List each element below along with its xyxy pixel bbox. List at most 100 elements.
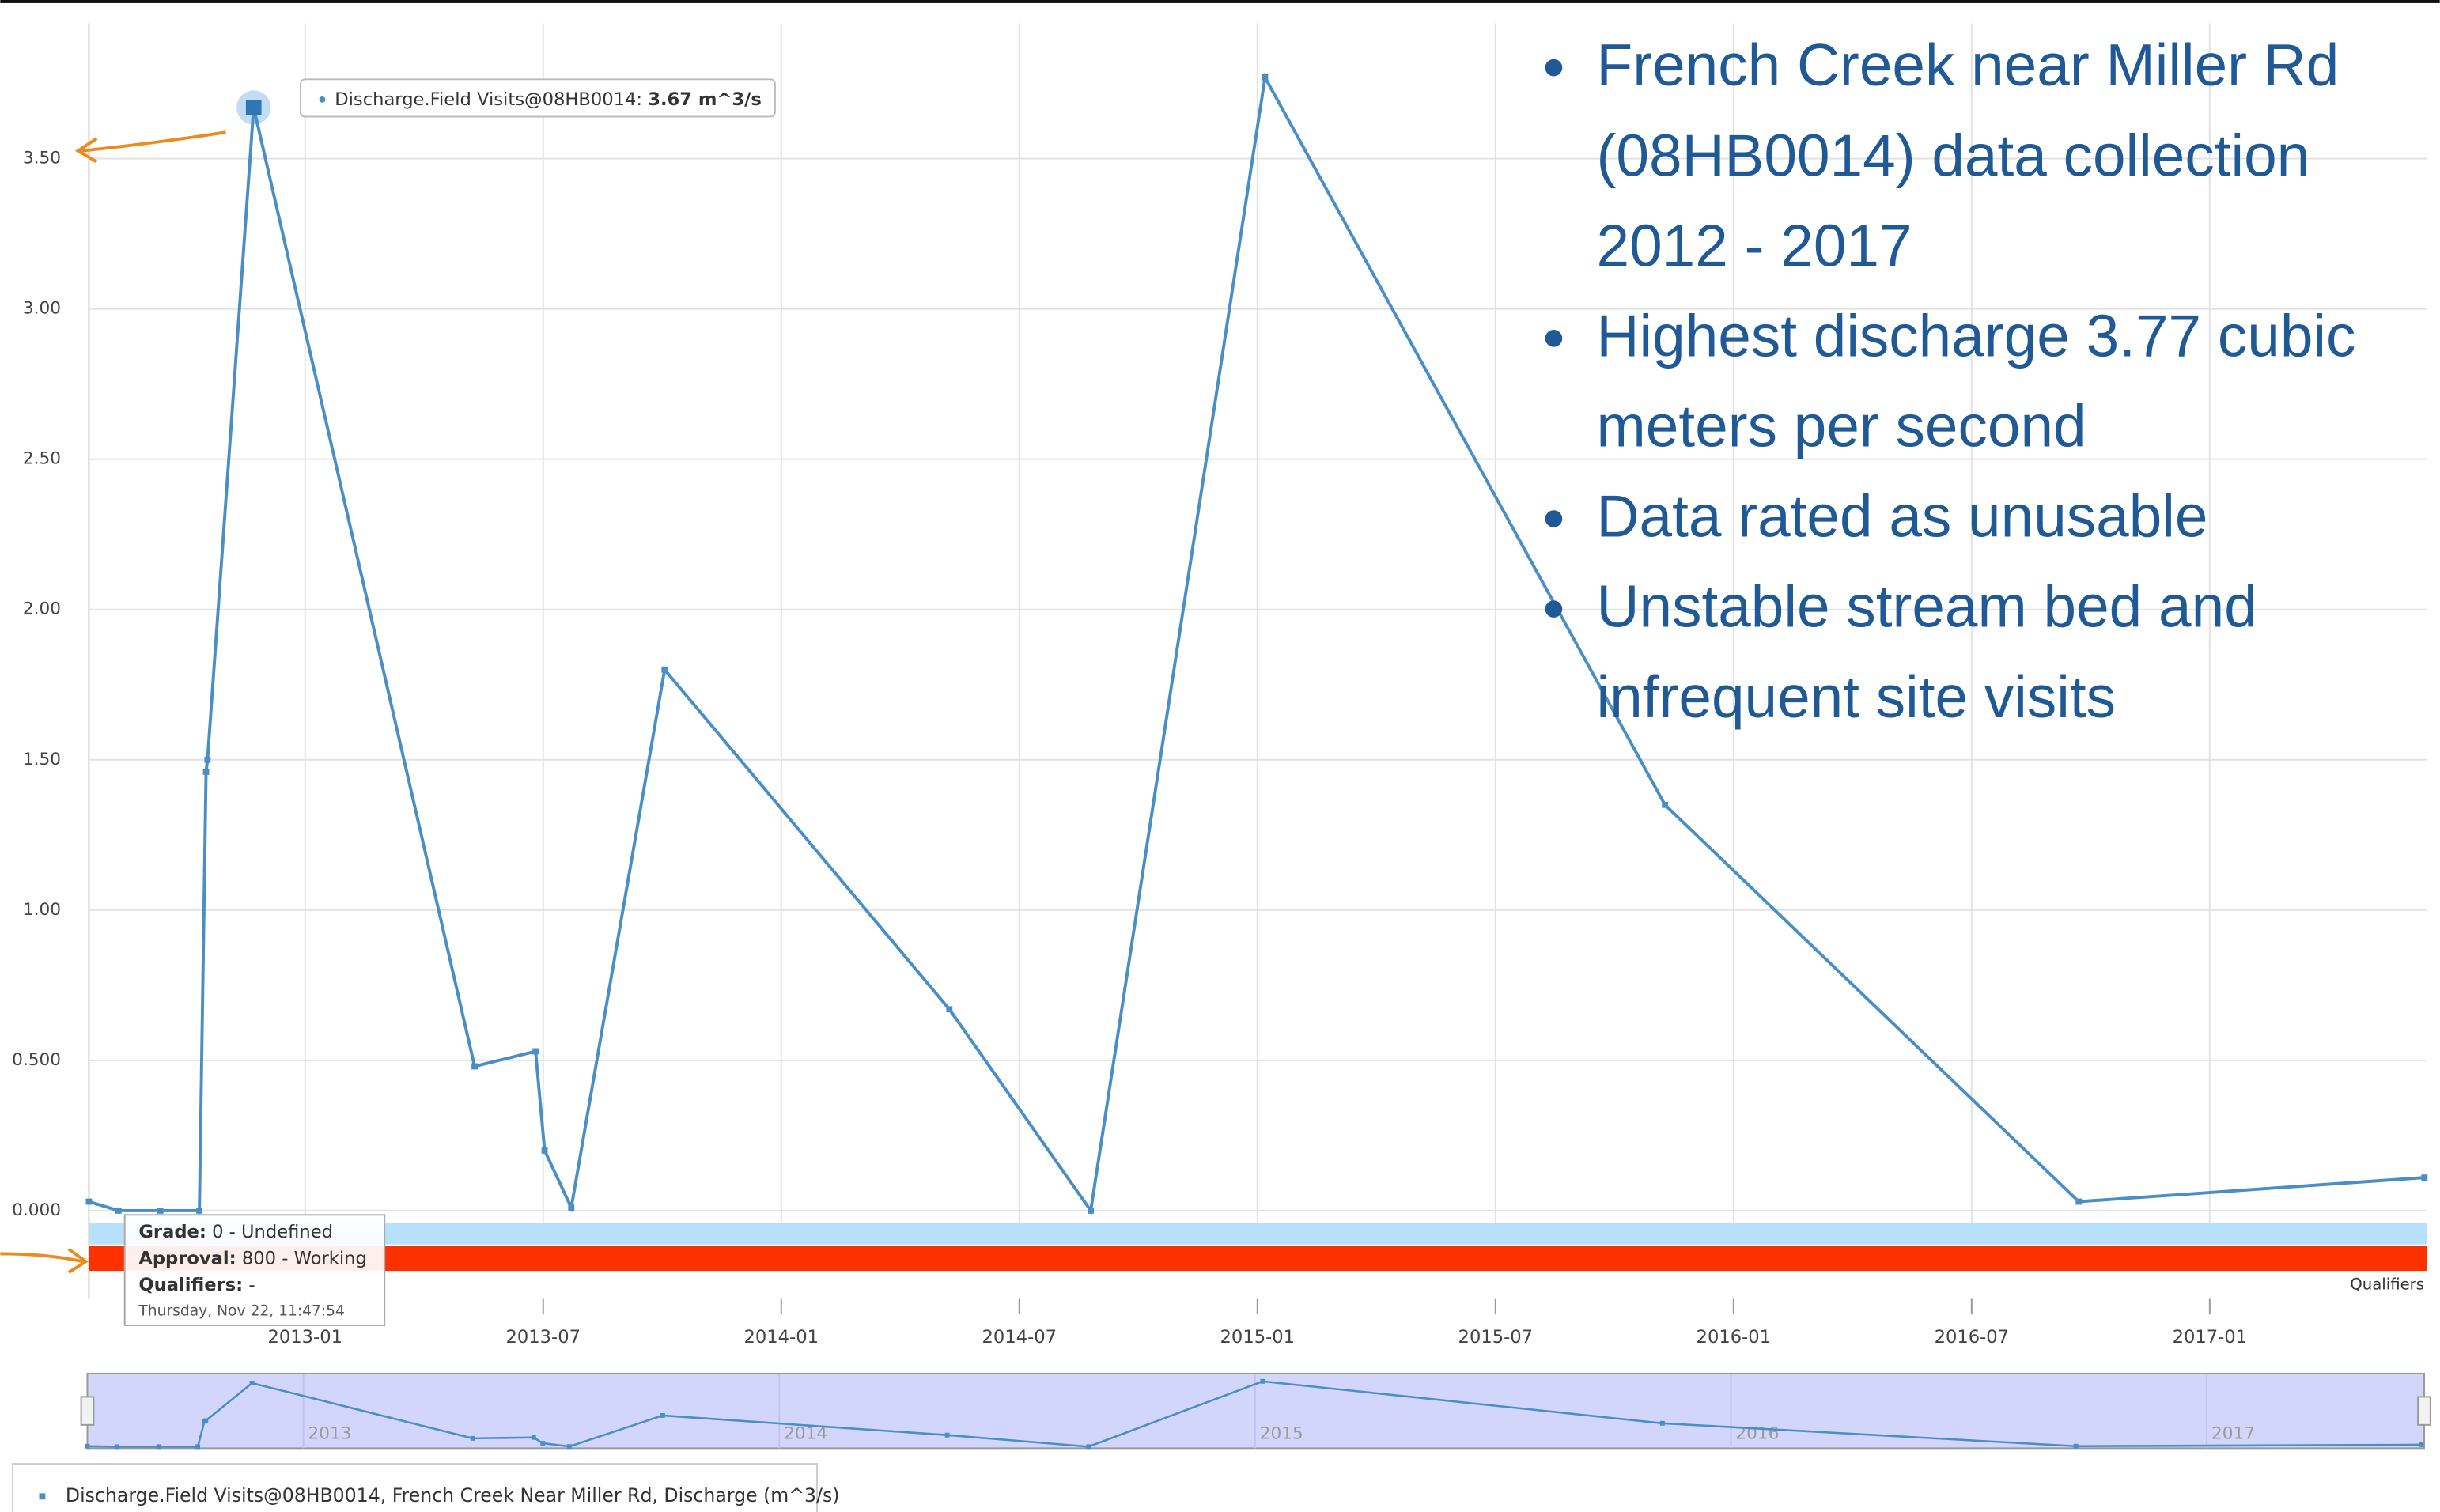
info-qualifiers: Qualifiers: - bbox=[138, 1274, 255, 1295]
legend-swatch bbox=[39, 1493, 46, 1500]
point bbox=[661, 666, 668, 673]
point bbox=[204, 756, 211, 763]
tooltip-dot bbox=[319, 96, 326, 103]
info-text: - bbox=[248, 1274, 255, 1295]
point bbox=[2419, 1442, 2424, 1447]
arrow-head bbox=[67, 1247, 89, 1274]
y-tick-label: 0.000 bbox=[12, 1200, 61, 1220]
y-tick-label: 3.50 bbox=[23, 149, 61, 168]
navigator-handle[interactable] bbox=[80, 1396, 95, 1426]
arrows bbox=[0, 130, 226, 1274]
bullet: Highest discharge 3.77 cubic meters per … bbox=[1591, 293, 2440, 473]
y-tick-label: 1.00 bbox=[23, 900, 61, 920]
arrow-head bbox=[74, 137, 98, 164]
tooltip-value: 3.67 m^3/s bbox=[648, 89, 762, 109]
point bbox=[568, 1204, 575, 1211]
x-tick-label: 2014-07 bbox=[982, 1327, 1057, 1348]
bullet-list: French Creek near Miller Rd (08HB0014) d… bbox=[1525, 22, 2440, 744]
point bbox=[156, 1444, 161, 1450]
x-tick-label: 2013-07 bbox=[506, 1327, 581, 1348]
point bbox=[944, 1432, 950, 1438]
arrow bbox=[81, 130, 226, 153]
x-tick-label: 2014-01 bbox=[744, 1327, 819, 1348]
x-tick-label: 2016-01 bbox=[1697, 1327, 1771, 1348]
point bbox=[1088, 1207, 1095, 1214]
x-tick-label: 2017-01 bbox=[2173, 1327, 2247, 1348]
legend-box bbox=[12, 1463, 819, 1512]
point-info: Grade: 0 - Undefined Approval: 800 - Wor… bbox=[123, 1214, 386, 1326]
grade-band bbox=[89, 1223, 2427, 1245]
point bbox=[531, 1435, 536, 1440]
point bbox=[1260, 1378, 1265, 1384]
point bbox=[2421, 1174, 2428, 1181]
info-text: 800 - Working bbox=[242, 1248, 367, 1268]
navigator: 2013 2014 2015 2016 2017 bbox=[80, 1372, 2431, 1450]
y-tick-label: 0.500 bbox=[12, 1050, 61, 1070]
point bbox=[540, 1441, 546, 1446]
x-tick-label: 2015-01 bbox=[1220, 1327, 1295, 1348]
point bbox=[1662, 801, 1669, 808]
annotations: French Creek near Miller Rd (08HB0014) d… bbox=[1525, 22, 2440, 769]
info-key: Grade: bbox=[138, 1221, 206, 1242]
point bbox=[1086, 1444, 1091, 1450]
plot bbox=[85, 72, 2428, 1215]
bullet: French Creek near Miller Rd (08HB0014) d… bbox=[1591, 22, 2440, 293]
point bbox=[1659, 1420, 1665, 1426]
legend-entry[interactable]: Discharge.Field Visits@08HB0014, French … bbox=[66, 1484, 840, 1506]
info-time: Thursday, Nov 22, 11:47:54 bbox=[138, 1303, 345, 1320]
info-text: 0 - Undefined bbox=[212, 1221, 333, 1242]
point bbox=[195, 1444, 200, 1450]
tooltip-series: Discharge.Field Visits@08HB0014: bbox=[335, 89, 642, 109]
navigator-label: 2015 bbox=[1260, 1424, 1303, 1444]
point bbox=[85, 1443, 90, 1449]
point bbox=[566, 1444, 572, 1450]
navigator-label: 2013 bbox=[308, 1424, 352, 1444]
series-line bbox=[87, 1380, 2422, 1448]
approval-band bbox=[89, 1246, 2427, 1272]
point bbox=[946, 1006, 953, 1013]
point bbox=[202, 769, 210, 775]
info-key: Approval: bbox=[138, 1248, 236, 1268]
point bbox=[203, 1418, 209, 1423]
top-border bbox=[0, 0, 2440, 3]
point bbox=[470, 1435, 475, 1441]
point bbox=[115, 1207, 122, 1214]
bullet: Data rated as unusable bbox=[1591, 473, 2440, 563]
y-tick-label: 1.50 bbox=[23, 750, 61, 769]
point bbox=[660, 1412, 665, 1418]
tooltip-text: Discharge.Field Visits@08HB0014: 3.67 m^… bbox=[335, 89, 762, 109]
bullet: Unstable stream bed and infrequent site … bbox=[1591, 563, 2440, 743]
hover-tooltip: Discharge.Field Visits@08HB0014: 3.67 m^… bbox=[299, 78, 776, 118]
point bbox=[249, 1381, 255, 1385]
arrow bbox=[0, 1252, 83, 1264]
point bbox=[157, 1207, 164, 1214]
x-tick-label: 2015-07 bbox=[1458, 1327, 1533, 1348]
navigator-handle[interactable] bbox=[2417, 1396, 2431, 1426]
point bbox=[2075, 1198, 2083, 1205]
band-label: Qualifiers bbox=[2350, 1275, 2424, 1293]
navigator-label: 2017 bbox=[2211, 1424, 2255, 1444]
y-tick-label: 3.00 bbox=[23, 299, 61, 319]
point bbox=[114, 1444, 119, 1450]
grid: 0.000 0.500 1.00 1.50 2.00 2.50 3.00 3.50 2013-0… bbox=[12, 23, 2427, 1348]
point bbox=[532, 1048, 539, 1055]
tooltip-box bbox=[299, 78, 776, 118]
point bbox=[196, 1207, 203, 1214]
point bbox=[471, 1063, 479, 1070]
y-tick-label: 2.50 bbox=[23, 449, 61, 469]
info-approval: Approval: 800 - Working bbox=[138, 1248, 366, 1268]
point bbox=[2073, 1443, 2079, 1449]
point bbox=[1262, 74, 1269, 81]
point bbox=[85, 1198, 93, 1205]
y-tick-label: 2.00 bbox=[23, 599, 61, 619]
series-line bbox=[88, 72, 2425, 1215]
legend: Discharge.Field Visits@08HB0014, French … bbox=[12, 1463, 840, 1512]
hover-point bbox=[245, 100, 262, 115]
info-box bbox=[123, 1214, 386, 1326]
point bbox=[541, 1147, 548, 1154]
info-grade: Grade: 0 - Undefined bbox=[138, 1221, 333, 1242]
x-tick-label: 2016-07 bbox=[1935, 1327, 2009, 1348]
info-key: Qualifiers: bbox=[138, 1274, 243, 1295]
